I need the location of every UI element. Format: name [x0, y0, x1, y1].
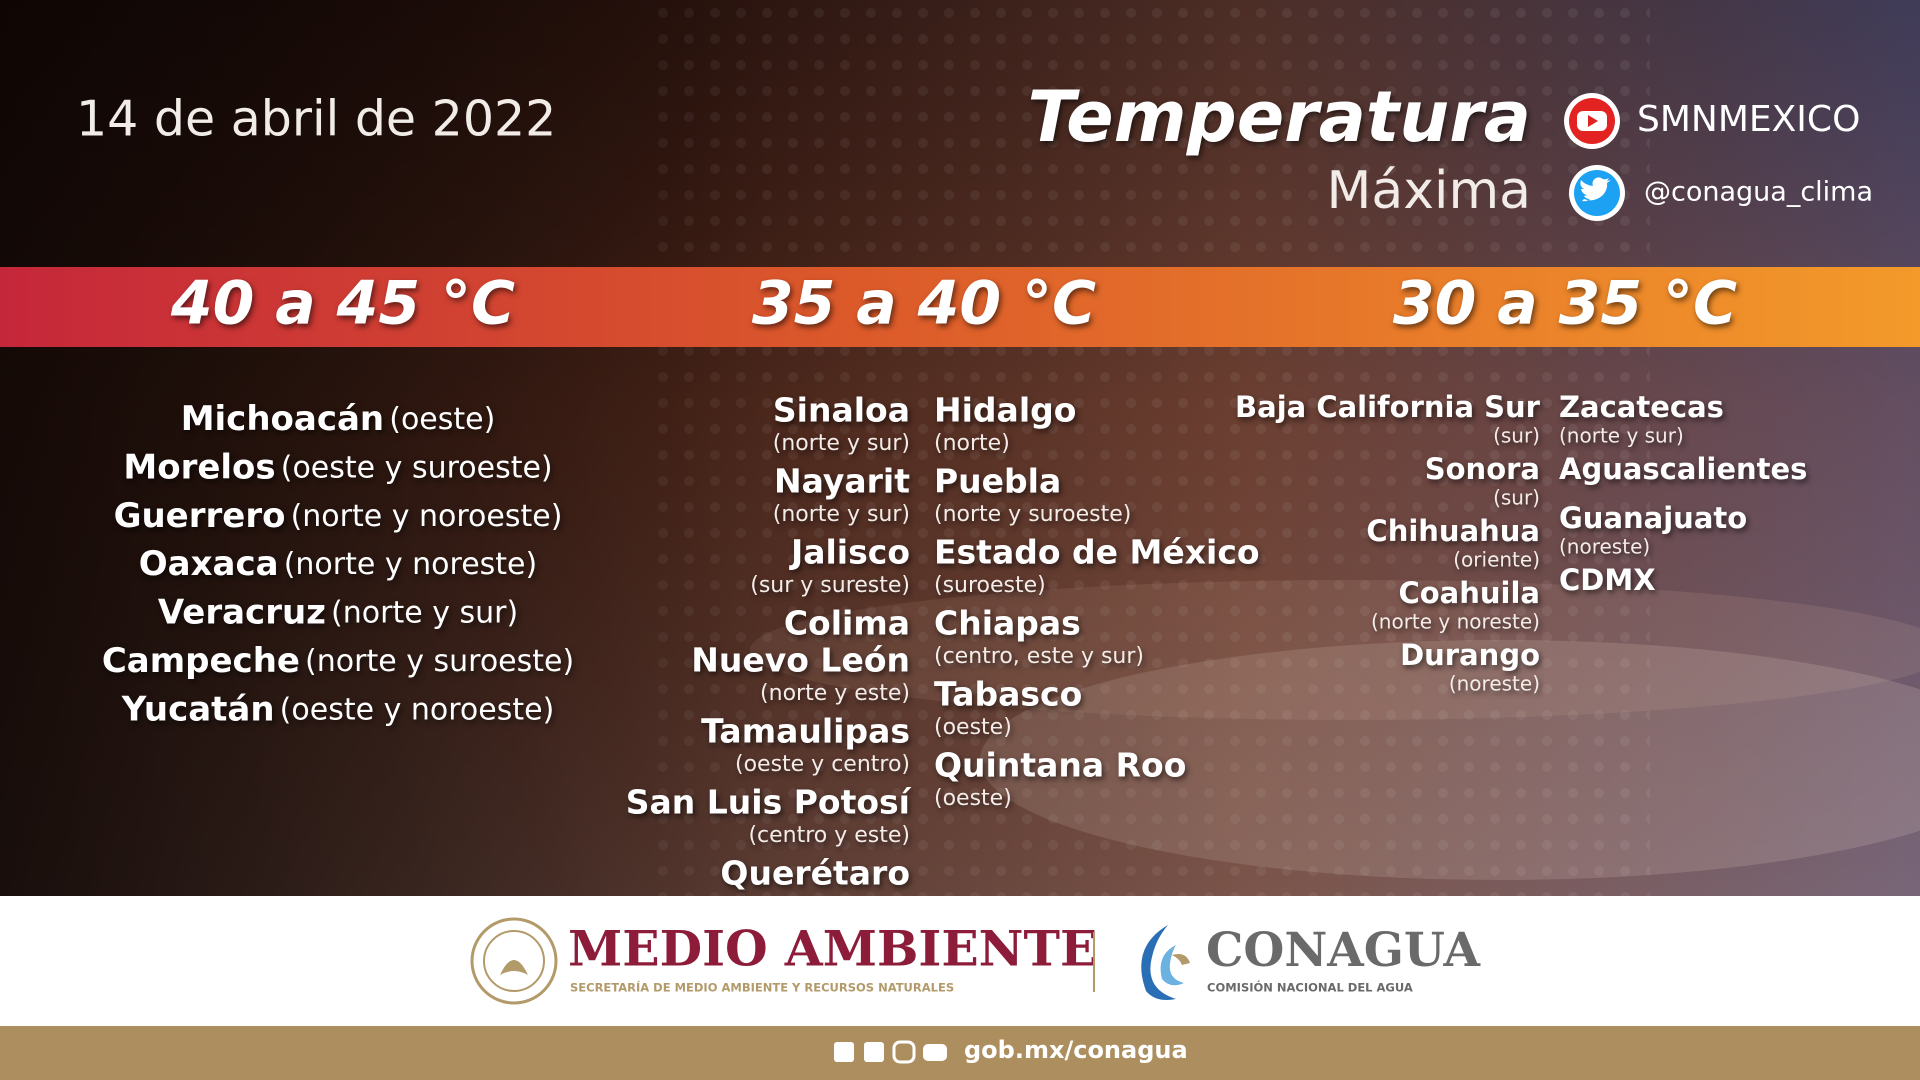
state-name: CDMX — [1559, 563, 1656, 597]
state-detail: (oeste y suroeste) — [281, 450, 553, 485]
state-detail: (noreste) — [1449, 672, 1540, 696]
state-detail: (norte y este) — [760, 681, 910, 706]
state-detail: (oeste) — [389, 402, 495, 437]
url: gob.mx/conagua — [964, 1036, 1188, 1064]
state-detail: (norte y sur) — [1559, 424, 1684, 448]
state-name: Sinaloa — [773, 391, 910, 430]
state-name: Nuevo León — [691, 641, 910, 680]
state-name: Oaxaca — [139, 544, 279, 584]
state-name: Coahuila — [1398, 576, 1540, 610]
twitter-icon — [1569, 165, 1625, 221]
agency: CONAGUA — [1206, 923, 1480, 978]
state-detail: (norte y sur) — [773, 431, 910, 456]
state-name: Tabasco — [934, 675, 1082, 714]
state-detail: (oriente) — [1453, 548, 1540, 572]
state-name: Chihuahua — [1366, 514, 1540, 548]
state-name: Michoacán — [181, 399, 384, 439]
state-detail: (norte y suroeste) — [934, 502, 1131, 527]
state-name: Yucatán — [121, 689, 275, 729]
temperature-band — [0, 267, 1920, 347]
subtitle: Máxima — [1327, 161, 1531, 221]
state-detail: (suroeste) — [934, 573, 1046, 598]
region-entry: Michoacán (oeste) — [181, 399, 496, 439]
state-name: Quintana Roo — [934, 746, 1186, 785]
footer: MEDIO AMBIENTE SECRETARÍA DE MEDIO AMBIE… — [0, 896, 1920, 1080]
state-name: Chiapas — [934, 604, 1081, 643]
state-name: Colima — [784, 604, 910, 643]
seal — [470, 917, 558, 1005]
state-detail: (oeste y centro) — [735, 752, 910, 777]
state-name: Tamaulipas — [701, 712, 910, 751]
state-detail: (norte y sur) — [773, 502, 910, 527]
state-name: Estado de México — [934, 533, 1260, 572]
state-detail: (norte y suroeste) — [305, 644, 574, 679]
state-detail: (sur) — [1493, 486, 1540, 510]
state-detail: (sur) — [1493, 424, 1540, 448]
brand: MEDIO AMBIENTE — [568, 920, 1097, 978]
state-detail: (norte y noreste) — [1371, 610, 1540, 634]
state-name: Querétaro — [720, 854, 910, 893]
region-entry: Morelos (oeste y suroeste) — [123, 447, 552, 487]
footer-social-icons — [834, 1040, 947, 1064]
state-name: Guanajuato — [1559, 501, 1747, 535]
social-handle: @conagua_clima — [1644, 177, 1873, 208]
state-detail: (norte y sur) — [331, 595, 518, 630]
conagua-logo — [1141, 925, 1190, 1000]
state-name: Jalisco — [789, 533, 910, 572]
state-detail: (oeste) — [934, 715, 1012, 740]
state-detail: (norte) — [934, 431, 1010, 456]
state-detail: (centro, este y sur) — [934, 644, 1144, 669]
region-entry: Oaxaca (norte y noreste) — [139, 544, 537, 584]
youtube-icon — [1564, 93, 1620, 149]
brand-subtitle: SECRETARÍA DE MEDIO AMBIENTE Y RECURSOS … — [570, 980, 954, 995]
band-label: 30 a 35 °C — [1393, 269, 1737, 339]
date: 14 de abril de 2022 — [76, 91, 556, 148]
footer-bar — [0, 1026, 1920, 1080]
state-name: Hidalgo — [934, 391, 1076, 430]
state-detail: (centro y este) — [748, 823, 910, 848]
state-detail: (sur y sureste) — [750, 573, 910, 598]
region-entry: Guerrero (norte y noroeste) — [114, 495, 563, 535]
state-detail: (norte y noroeste) — [291, 498, 563, 533]
state-name: Aguascalientes — [1559, 452, 1807, 486]
background-shade — [0, 0, 1920, 896]
region-entry: Veracruz (norte y sur) — [158, 592, 518, 632]
state-name: San Luis Potosí — [626, 783, 912, 822]
state-detail: (oeste) — [934, 786, 1012, 811]
state-name: Puebla — [934, 462, 1061, 501]
state-name: Durango — [1400, 638, 1540, 672]
state-name: Veracruz — [158, 592, 326, 632]
social-handle: SMNMEXICO — [1637, 99, 1860, 140]
band-label: 35 a 40 °C — [752, 269, 1096, 339]
footer-background — [0, 896, 1920, 1026]
state-name: Sonora — [1425, 452, 1540, 486]
state-name: Morelos — [123, 447, 275, 487]
state-detail: (norte y noreste) — [284, 547, 538, 582]
state-name: Baja California Sur — [1235, 390, 1541, 424]
region-entry: Yucatán (oeste y noroeste) — [121, 689, 555, 729]
region-entry: Campeche (norte y suroeste) — [102, 641, 574, 681]
state-name: Nayarit — [774, 462, 910, 501]
state-name: Zacatecas — [1559, 390, 1724, 424]
agency-subtitle: COMISIÓN NACIONAL DEL AGUA — [1207, 980, 1413, 995]
band-label: 40 a 45 °C — [170, 269, 515, 339]
state-detail: (noreste) — [1559, 535, 1650, 559]
title: Temperatura — [1027, 76, 1531, 158]
state-name: Campeche — [102, 641, 300, 681]
state-name: Guerrero — [114, 495, 286, 535]
state-detail: (oeste y noroeste) — [280, 692, 555, 727]
